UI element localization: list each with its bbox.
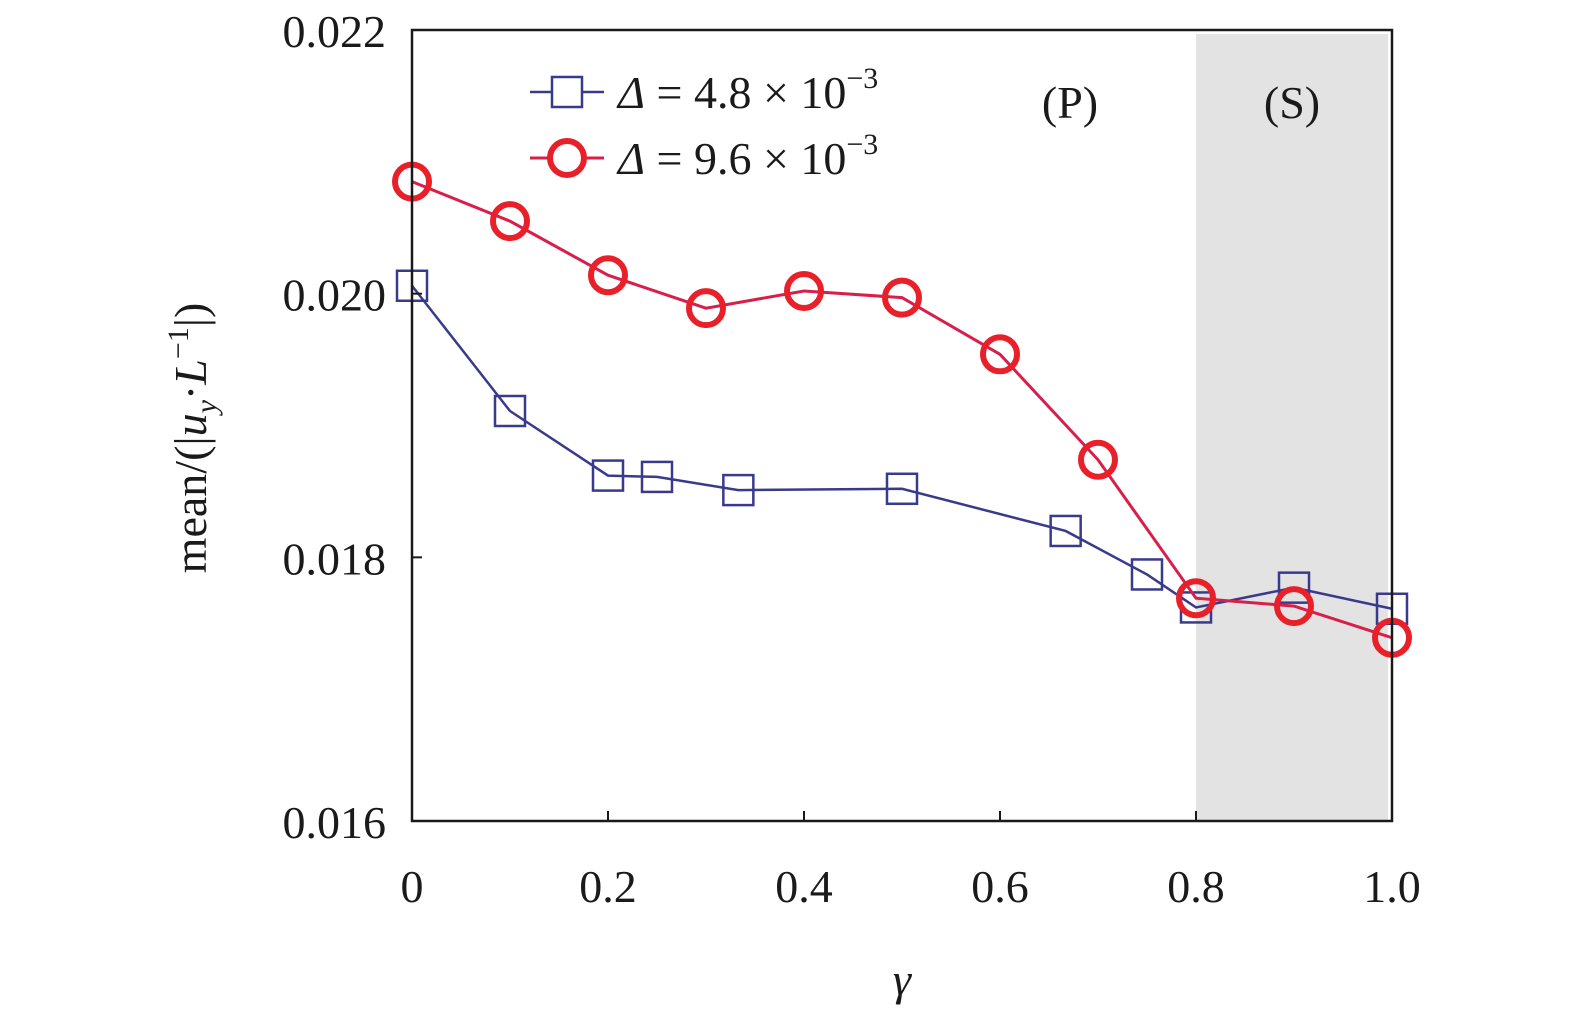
y-tick-label-3: 0.022 (283, 6, 387, 57)
y-axis-label: mean/(|uy·L−1|) (162, 303, 223, 574)
legend-marker-square (550, 75, 584, 109)
marker-square-4 (722, 473, 755, 507)
marker-circle-7 (1078, 439, 1118, 480)
legend-entry-0: Δ = 4.8 × 10−3 (530, 62, 878, 118)
marker-circle-9 (1274, 586, 1314, 627)
legend-marker-circle (547, 138, 587, 178)
marker-circle-4 (784, 271, 824, 312)
legend-label-1: Δ = 9.6 × 10−3 (616, 128, 878, 184)
y-tick-label-1: 0.018 (283, 533, 387, 584)
legend-entry-1: Δ = 9.6 × 10−3 (530, 128, 878, 184)
marker-square-6 (1049, 514, 1082, 548)
marker-square-2 (591, 459, 625, 492)
marker-circle-6 (980, 334, 1020, 375)
x-tick-label-4: 0.8 (1167, 861, 1225, 912)
region-label-1: (S) (1264, 77, 1320, 128)
marker-circle-5 (882, 277, 922, 318)
marker-circle-3 (686, 288, 726, 329)
marker-square-1 (493, 394, 527, 428)
marker-square-3 (640, 460, 674, 494)
legend: Δ = 4.8 × 10−3 Δ = 9.6 × 10−3 (530, 62, 878, 184)
marker-square-5 (885, 472, 919, 506)
region-shade-1 (1196, 34, 1388, 821)
marker-circle-1 (490, 201, 530, 242)
axes: 0 0.2 0.4 0.6 0.8 1.0 0.016 0.018 0.020 0.022 (283, 6, 1421, 912)
x-tick-label-3: 0.6 (971, 861, 1029, 912)
x-axis-label: γ (893, 954, 913, 1005)
marker-circle-8 (1176, 578, 1216, 619)
x-tick-label-2: 0.4 (775, 861, 833, 912)
y-tick-label-2: 0.020 (283, 270, 387, 321)
x-tick-label-1: 0.2 (579, 861, 637, 912)
marker-circle-2 (588, 255, 628, 296)
marker-square-7 (1130, 558, 1164, 591)
x-tick-label-5: 1.0 (1363, 861, 1421, 912)
region-label-0: (P) (1042, 77, 1098, 128)
legend-label-0: Δ = 4.8 × 10−3 (616, 62, 878, 118)
marker-square-9 (1277, 571, 1311, 604)
x-tick-label-0: 0 (401, 861, 424, 912)
plot-frame (410, 28, 1394, 823)
axis-labels: γ mean/(|uy·L−1|) (162, 303, 913, 1005)
y-tick-label-0: 0.016 (283, 797, 387, 848)
series-line-1 (411, 180, 1393, 640)
shaded-regions: (P) (S) (1042, 34, 1388, 821)
